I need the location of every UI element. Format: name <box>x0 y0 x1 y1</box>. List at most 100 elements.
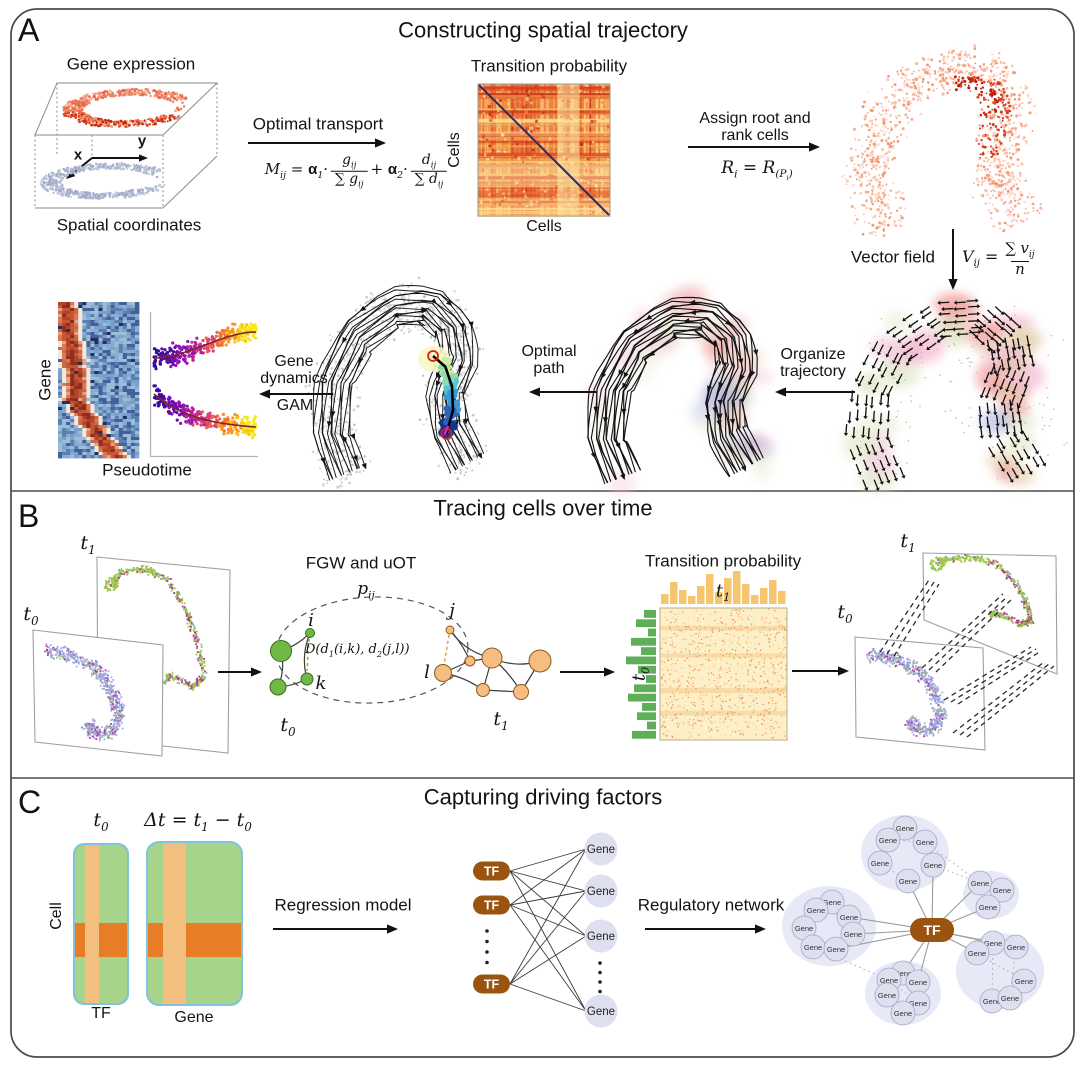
gene-node-label: Gene <box>924 861 942 870</box>
gene-node-label: Gene <box>971 879 989 888</box>
gene-node-label: Gene <box>1007 943 1025 952</box>
regulatory-network-label: Regulatory network <box>637 895 785 915</box>
gene-node-label: Gene <box>795 924 813 933</box>
ot-formula-lhs: Mij = α1· <box>264 159 329 181</box>
cells-x-axis-label: Cells <box>526 218 562 236</box>
tf-node-label: TF <box>484 865 500 879</box>
flow-arrows <box>218 138 958 934</box>
transition-probability-b-title: Transition probability <box>644 551 802 571</box>
optimal-path-highlight <box>418 345 462 440</box>
gene-node-label: Gene <box>909 978 927 987</box>
panel-b-title: Tracing cells over time <box>433 495 653 521</box>
optimal-transport-formula: Mij = α1· gij ∑ gij + α2· dij ∑ dij <box>264 153 448 189</box>
b-t1-left-label: t1 <box>80 532 96 557</box>
tf-node-label: TF <box>484 978 500 992</box>
ot-formula-frac1: gij ∑ gij <box>331 153 368 189</box>
panel-c-title: Capturing driving factors <box>423 784 663 810</box>
gene-pseudotime-heatmap <box>58 302 140 459</box>
vf-formula-frac: ∑ vij n <box>1005 240 1035 278</box>
gene-node-label: Gene <box>880 976 898 985</box>
gene-node-label: Gene <box>1001 994 1019 1003</box>
panel-a-title: Constructing spatial trajectory <box>398 17 688 43</box>
gene-dynamics-plots <box>149 312 258 458</box>
gene-node-label: Gene <box>840 913 858 922</box>
tf-node-label: TF <box>484 899 500 913</box>
gam-label: GAM <box>276 397 314 415</box>
optimal-path-label-line2: path <box>533 360 565 378</box>
gene-node-label: Gene <box>587 931 615 943</box>
gene-expression-label: Gene expression <box>66 54 196 74</box>
panel-a-label: A <box>18 12 40 48</box>
figure-frame <box>10 8 1075 1058</box>
b-t0-left-label: t0 <box>23 603 39 628</box>
correspondence-lines <box>879 579 1055 738</box>
gene-node-label: Gene <box>587 844 615 856</box>
organize-trajectory-plot <box>583 283 776 497</box>
panel-b-label: B <box>18 498 40 534</box>
vf-formula-lhs: Vij = <box>962 247 999 270</box>
gene-dynamics-label-line1: Gene <box>274 353 314 371</box>
c-cell-axis-label: Cell <box>48 902 66 930</box>
organize-trajectory-label-line2: trajectory <box>780 363 846 381</box>
graph-t1-label: t1 <box>493 708 509 733</box>
node-j-label: j <box>449 599 455 621</box>
b-t0-hist-label: t0 <box>628 666 653 682</box>
gene-node-label: Gene <box>807 906 825 915</box>
gene-node-label: Gene <box>983 997 1001 1006</box>
coupling-ellipse <box>275 596 469 704</box>
assign-root-label-line1: Assign root and <box>699 110 811 128</box>
fgw-uot-label: FGW and uOT <box>305 553 417 573</box>
c-delta-t-formula: Δt = t1 − t0 <box>144 809 252 834</box>
transition-matrix-a <box>477 83 611 218</box>
gene-node-label: Gene <box>899 877 917 886</box>
root-rank-scatter <box>841 43 1044 237</box>
c-t0-label: t0 <box>93 809 109 834</box>
transition-probability-a-title: Transition probability <box>470 56 628 76</box>
organize-trajectory-label-line1: Organize <box>780 346 846 364</box>
rank-formula: Ri = R(Pi) <box>721 158 793 183</box>
gene-node-label: Gene <box>993 886 1011 895</box>
b-left-planes <box>32 556 231 757</box>
optimal-path-label-line1: Optimal <box>521 343 577 361</box>
distance-formula: D(d1(i,k), d2(j,l)) <box>305 642 410 659</box>
gene-dynamics-label-line2: dynamics <box>260 370 328 388</box>
node-i-label: i <box>308 609 314 631</box>
pseudotime-axis-label: Pseudotime <box>102 460 192 480</box>
transition-matrix-b <box>626 571 788 741</box>
b-t0-right-label: t0 <box>837 601 853 626</box>
gene-node-label: Gene <box>968 949 986 958</box>
gene-node-label: Gene <box>844 930 862 939</box>
gene-node-label: Gene <box>894 969 912 978</box>
vector-field-label: Vector field <box>850 247 935 267</box>
gene-node-label: Gene <box>909 999 927 1008</box>
tf-hub-label: TF <box>923 922 941 938</box>
vector-field-formula: Vij = ∑ vij n <box>962 241 1039 277</box>
axis-x-label: x <box>73 146 83 164</box>
assign-root-label-line2: rank cells <box>721 127 789 145</box>
gene-node-label: Gene <box>878 991 896 1000</box>
axis-y-label: y <box>137 132 147 150</box>
gene-node-label: Gene <box>879 836 897 845</box>
gene-node-label: Gene <box>979 903 997 912</box>
node-l-label: l <box>424 661 430 683</box>
spatial-coordinates-label: Spatial coordinates <box>56 215 202 235</box>
graph-t0-label: t0 <box>280 714 296 739</box>
gene-node-label: Gene <box>896 824 914 833</box>
node-k-label: k <box>315 672 327 694</box>
tf-gene-matrices <box>73 841 243 1006</box>
graph-t1 <box>434 625 552 700</box>
b-t1-right-label: t1 <box>900 530 916 555</box>
gene-expression-scatter <box>62 87 188 129</box>
regression-model-label: Regression model <box>274 895 412 915</box>
gene-node-label: Gene <box>1015 977 1033 986</box>
b-t1-hist-label: t1 <box>715 580 731 605</box>
tf-gene-bipartite: TF TF TF Gene Gene Gene Gene <box>473 832 618 1028</box>
optimal-path-plot <box>304 276 488 489</box>
heatmap-gene-axis-label: Gene <box>35 359 55 401</box>
gene-node-label: Gene <box>894 1009 912 1018</box>
ot-formula-mid: + α2· <box>370 159 408 181</box>
gene-node-label: Gene <box>916 838 934 847</box>
